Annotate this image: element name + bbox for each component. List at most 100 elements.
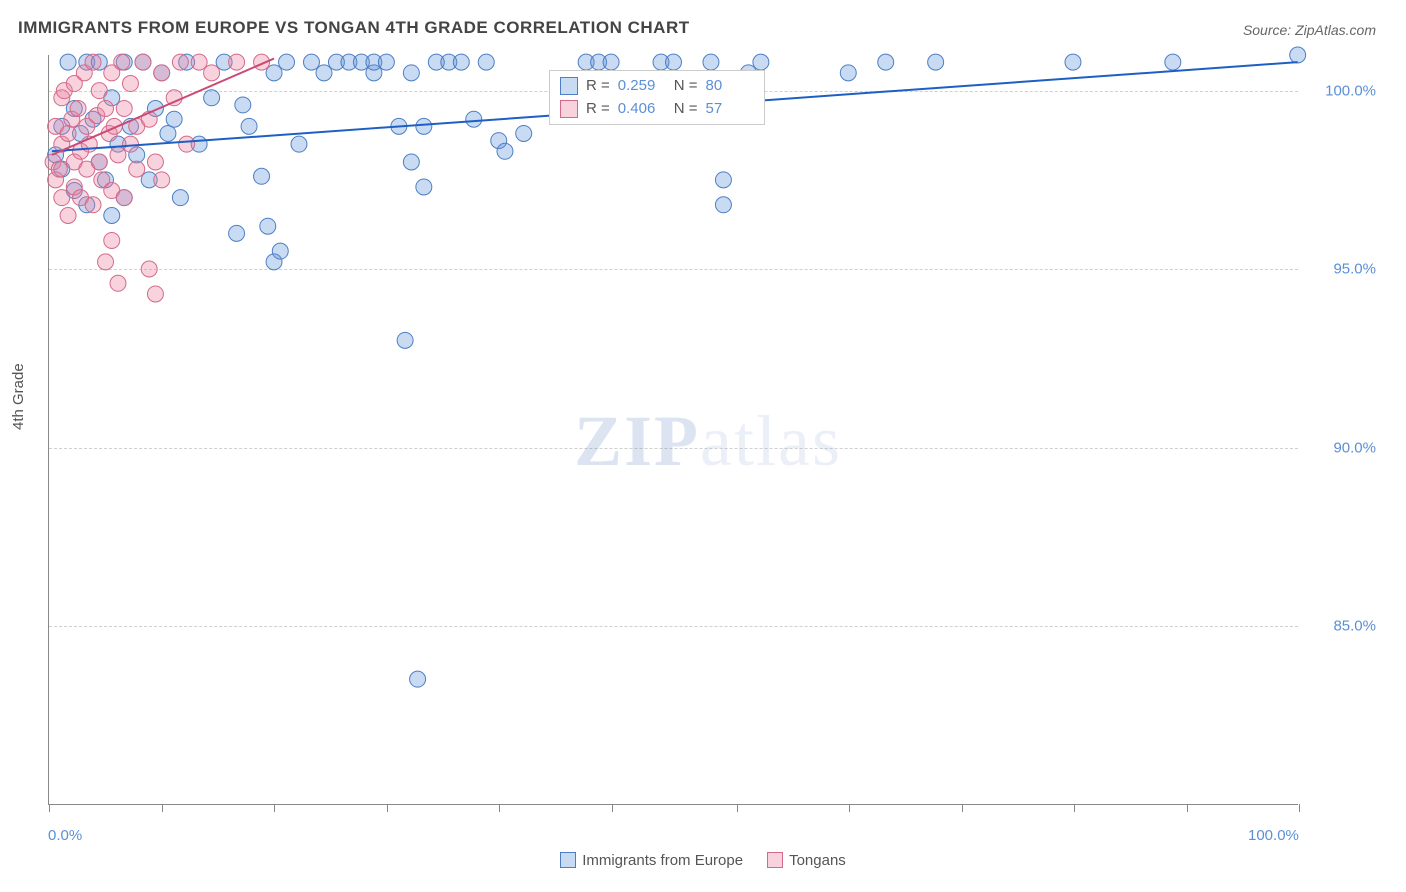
stats-r-value: 0.406 [618,98,666,121]
data-point [114,54,130,70]
data-point [204,90,220,106]
plot-area: ZIPatlas R =0.259N =80R =0.406N =57 [48,55,1298,805]
x-tick-mark [612,804,613,812]
data-point [116,190,132,206]
data-point [254,168,270,184]
chart-title: IMMIGRANTS FROM EUROPE VS TONGAN 4TH GRA… [18,18,690,38]
x-tick-mark [49,804,50,812]
legend-label: Tongans [789,852,846,869]
data-point [85,197,101,213]
data-point [272,243,288,259]
bottom-legend: Immigrants from Europe Tongans [0,852,1406,873]
data-point [172,54,188,70]
data-point [60,125,76,141]
data-point [715,172,731,188]
data-point [840,65,856,81]
data-point [235,97,251,113]
stats-r-label: R = [586,98,610,121]
stats-r-value: 0.259 [618,75,666,98]
data-point [85,54,101,70]
data-point [403,154,419,170]
stats-r-label: R = [586,75,610,98]
data-point [753,54,769,70]
stats-row: R = 0.259 N = 80 [560,75,754,98]
data-point [147,286,163,302]
source-label: Source: ZipAtlas.com [1243,22,1376,38]
x-tick-mark [499,804,500,812]
data-point [110,275,126,291]
data-point [466,111,482,127]
data-point [1290,47,1306,63]
y-axis-label: 4th Grade [10,363,27,430]
legend-item: Immigrants from Europe [560,852,743,869]
data-point [154,172,170,188]
legend-label: Immigrants from Europe [582,852,743,869]
data-point [416,118,432,134]
stats-n-value: 80 [706,75,754,98]
x-tick-mark [849,804,850,812]
stats-row: R =0.406N =57 [560,98,754,121]
data-point [928,54,944,70]
data-point [715,197,731,213]
y-tick-label: 90.0% [1333,439,1376,456]
data-point [397,332,413,348]
x-tick-label: 0.0% [48,827,82,844]
data-point [410,671,426,687]
data-point [303,54,319,70]
stats-n-label: N = [674,75,698,98]
data-point [666,54,682,70]
x-tick-mark [387,804,388,812]
data-point [91,154,107,170]
data-point [104,232,120,248]
data-point [160,125,176,141]
stats-swatch [560,100,578,118]
data-point [478,54,494,70]
data-point [122,136,138,152]
data-point [316,65,332,81]
data-point [279,54,295,70]
data-point [516,125,532,141]
data-point [1065,54,1081,70]
data-point [116,101,132,117]
legend-swatch [767,852,783,868]
data-point [110,147,126,163]
data-point [70,101,86,117]
x-tick-mark [737,804,738,812]
data-point [179,136,195,152]
stats-box: R =0.259N =80R =0.406N =57 [549,70,765,125]
y-tick-label: 100.0% [1325,82,1376,99]
x-tick-mark [1074,804,1075,812]
x-tick-mark [162,804,163,812]
data-point [60,54,76,70]
x-tick-mark [274,804,275,812]
data-point [191,54,207,70]
data-point [141,261,157,277]
data-point [172,190,188,206]
data-point [266,65,282,81]
plot-svg [49,55,1298,804]
data-point [403,65,419,81]
y-tick-label: 95.0% [1333,261,1376,278]
data-point [204,65,220,81]
data-point [91,83,107,99]
data-point [291,136,307,152]
data-point [166,111,182,127]
x-tick-label: 100.0% [1248,827,1299,844]
data-point [147,154,163,170]
data-point [98,254,114,270]
data-point [51,161,67,177]
data-point [260,218,276,234]
data-point [154,65,170,81]
stats-swatch [560,77,578,95]
data-point [378,54,394,70]
data-point [104,208,120,224]
stats-n-label: N = [674,98,698,121]
data-point [497,143,513,159]
data-point [135,54,151,70]
data-point [229,225,245,241]
x-tick-mark [1299,804,1300,812]
data-point [122,76,138,92]
data-point [703,54,719,70]
data-point [54,190,70,206]
y-tick-label: 85.0% [1333,618,1376,635]
